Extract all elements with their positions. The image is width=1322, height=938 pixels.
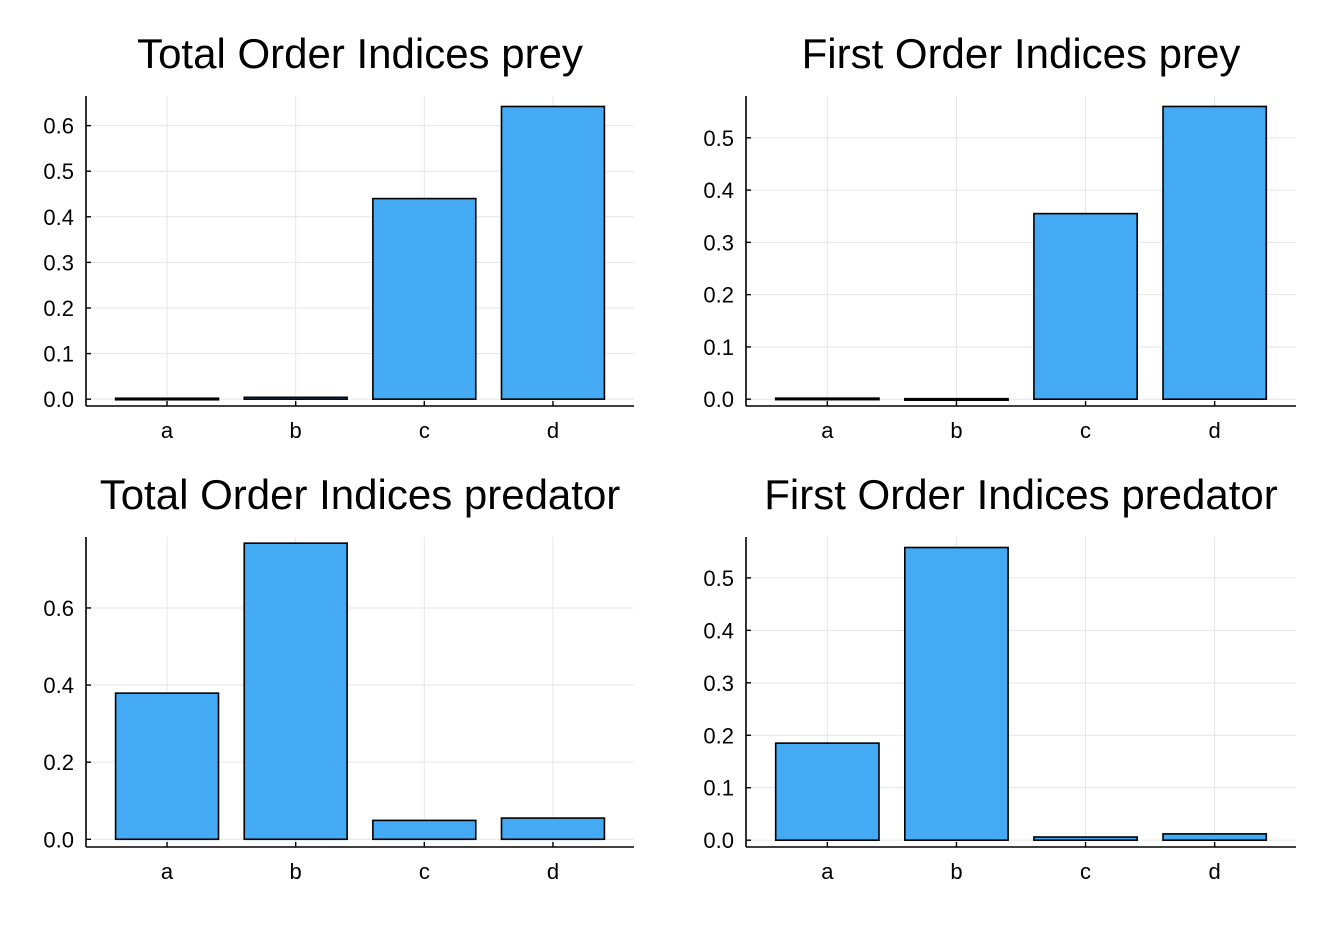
y-tick-label: 0.6 — [43, 596, 74, 621]
x-tick-label: d — [547, 859, 559, 884]
y-tick-label: 0.4 — [43, 205, 74, 230]
x-tick-label: c — [419, 859, 430, 884]
y-tick-label: 0.6 — [43, 114, 74, 139]
y-tick-label: 0.3 — [43, 250, 74, 275]
bar-b — [243, 396, 348, 400]
y-tick-label: 0.0 — [43, 387, 74, 412]
bar-b — [904, 546, 1009, 841]
x-tick-label: d — [1209, 418, 1221, 443]
chart-title: Total Order Indices predator — [100, 471, 621, 518]
y-tick-label: 0.4 — [43, 673, 74, 698]
chart-title: First Order Indices predator — [764, 471, 1278, 518]
chart-panel-1: Total Order Indices prey 0.0 0.1 0.2 0.3 0.4 0… — [43, 30, 634, 443]
bar-a — [774, 742, 880, 841]
x-tick-label: b — [950, 418, 962, 443]
y-tick-label: 0.2 — [43, 750, 74, 775]
y-tick-label: 0.5 — [703, 566, 734, 591]
bar-a — [114, 692, 220, 841]
x-tick-label: b — [290, 859, 302, 884]
bar-d — [1162, 833, 1268, 841]
y-tick-label: 0.1 — [703, 776, 734, 801]
bar-a — [774, 397, 880, 401]
x-tick-label: b — [290, 418, 302, 443]
chart-panel-4: First Order Indices predator 0.0 0.1 0.2 0.3… — [703, 471, 1296, 884]
x-tick-label: d — [547, 418, 559, 443]
x-tick-label: c — [1080, 859, 1091, 884]
bar-d — [500, 105, 606, 400]
bar-a — [114, 397, 220, 401]
y-tick-label: 0.2 — [43, 296, 74, 321]
y-tick-label: 0.5 — [43, 159, 74, 184]
x-tick-label: a — [821, 859, 834, 884]
y-tick-label: 0.2 — [703, 723, 734, 748]
bar-b — [904, 397, 1009, 401]
chart-panel-3: Total Order Indices predator 0.0 0.2 0.4 0.6… — [43, 471, 634, 884]
x-tick-label: b — [950, 859, 962, 884]
bar-c — [1033, 212, 1138, 401]
y-tick-label: 0.0 — [43, 827, 74, 852]
x-tick-label: c — [419, 418, 430, 443]
chart-title: Total Order Indices prey — [137, 30, 583, 77]
y-tick-label: 0.4 — [703, 178, 734, 203]
y-tick-label: 0.0 — [703, 387, 734, 412]
bar-d — [500, 817, 606, 841]
y-tick-label: 0.5 — [703, 126, 734, 151]
y-tick-label: 0.1 — [703, 335, 734, 360]
chart-title: First Order Indices prey — [802, 30, 1241, 77]
y-tick-label: 0.1 — [43, 342, 74, 367]
bar-c — [372, 819, 477, 841]
y-tick-label: 0.0 — [703, 828, 734, 853]
bar-d — [1162, 105, 1268, 401]
x-tick-label: a — [161, 418, 174, 443]
x-tick-label: a — [161, 859, 174, 884]
bar-c — [1033, 836, 1138, 841]
x-tick-label: c — [1080, 418, 1091, 443]
y-tick-label: 0.2 — [703, 283, 734, 308]
bar-b — [243, 542, 348, 841]
bar-c — [372, 197, 477, 400]
y-tick-label: 0.3 — [703, 230, 734, 255]
x-tick-label: a — [821, 418, 834, 443]
x-tick-label: d — [1209, 859, 1221, 884]
chart-panel-2: First Order Indices prey 0.0 0.1 0.2 0.3 0.4 0… — [703, 30, 1296, 443]
y-tick-label: 0.3 — [703, 671, 734, 696]
y-tick-label: 0.4 — [703, 618, 734, 643]
